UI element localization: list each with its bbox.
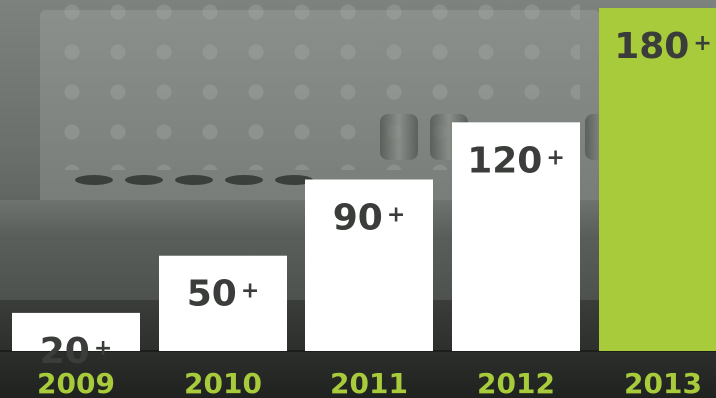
value-label-2012: 120 + — [467, 140, 565, 181]
value-label-2010: 50 + — [187, 274, 260, 315]
value-label-2011: 90 + — [333, 198, 406, 239]
bar-2011 — [305, 179, 433, 351]
background-photo-well — [125, 175, 163, 185]
bar-2010 — [159, 255, 287, 351]
value-label-2009: 20 + — [40, 331, 113, 372]
value-label-group: 20 + 50 + 90 + 120 + 180 + — [40, 26, 712, 372]
bar-2013 — [599, 8, 716, 351]
background-photo-tube — [380, 114, 418, 160]
background-photo-well — [175, 175, 213, 185]
x-tick-2013: 2013 — [624, 367, 702, 398]
background-photo-well — [225, 175, 263, 185]
x-tick-2010: 2010 — [184, 367, 262, 398]
background-photo-well — [75, 175, 113, 185]
x-tick-2012: 2012 — [477, 367, 555, 398]
x-tick-2011: 2011 — [330, 367, 408, 398]
bar-group — [12, 8, 716, 351]
x-tick-group: 2009 2010 2011 2012 2013 — [37, 367, 702, 398]
bar-2009 — [12, 312, 140, 351]
value-label-2013: 180 + — [614, 26, 712, 67]
x-tick-2009: 2009 — [37, 367, 115, 398]
bar-2012 — [452, 122, 580, 351]
background-photo-well — [275, 175, 313, 185]
